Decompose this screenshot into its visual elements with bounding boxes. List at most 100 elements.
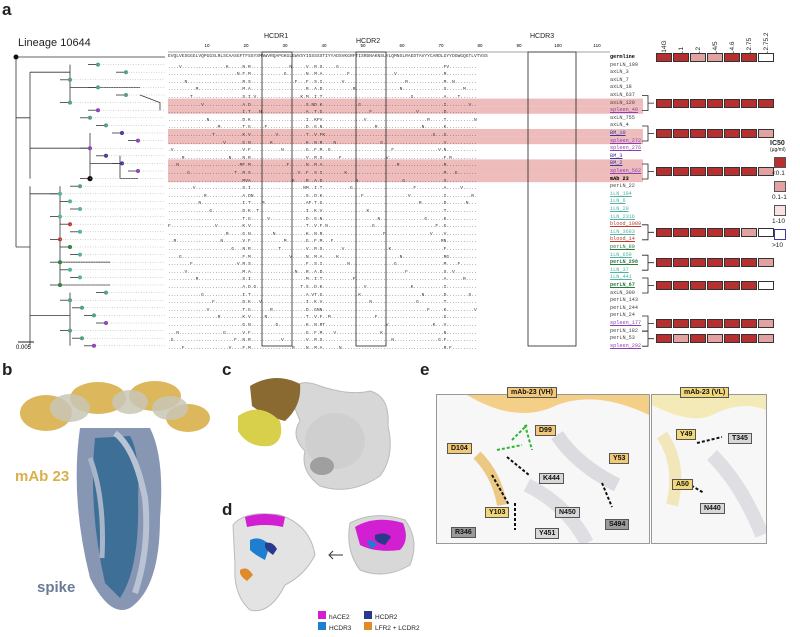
residue-n450: N450 <box>555 507 580 518</box>
heatmap-cell <box>690 53 706 62</box>
ruler-tick-label: 100 <box>554 43 562 48</box>
clone-label: iLN_37 <box>610 266 629 273</box>
alignment-row: ...........N...............I.T....M.....… <box>168 201 477 207</box>
alignment-row: .........V.................S.I..........… <box>168 186 477 192</box>
heatmap-bracket <box>642 224 654 241</box>
alignment-row: .....................R.....G.N........N.… <box>168 231 477 237</box>
ic50-legend-label: <0.1 <box>772 170 785 177</box>
heatmap-cell <box>741 227 757 237</box>
clone-label: iLN_3683 <box>610 228 635 235</box>
alignment-row: ..........M................M.A..........… <box>168 87 477 93</box>
heatmap-cell <box>758 98 774 108</box>
highlight-row <box>168 136 643 145</box>
heatmap-cell <box>656 319 672 328</box>
heatmap-cell <box>656 258 672 268</box>
alignment-row: .....F................V....F.M..........… <box>168 345 477 351</box>
heatmap-cell <box>758 281 774 290</box>
residue-t345: T345 <box>728 433 752 444</box>
variant-headers: D614GBA.1BA.2BA.4/5BA.4.6BA.2.75BA.2.75.… <box>656 0 776 61</box>
alignment-row: ......N....................R.S..........… <box>168 79 477 85</box>
heatmap-cell <box>741 258 757 268</box>
ic50-legend-swatch <box>774 157 786 168</box>
heatmap-cell <box>707 227 723 237</box>
ruler-tick-label: 50 <box>360 43 366 48</box>
vl-title: mAb-23 (VL) <box>680 387 730 398</box>
alignment-row: ..............V............T.G.......R..… <box>168 307 477 313</box>
epitope-legend-swatch <box>364 610 372 619</box>
residue-r346: R346 <box>451 527 476 538</box>
panel-letter-d: d <box>222 500 233 519</box>
clone-label: axLN_300 <box>610 289 635 296</box>
heatmap-cell <box>690 129 706 138</box>
germline-sequence: EVQLVESGGGLVQPGGSLRLSCAASGFTFSSYSMNWVRQA… <box>168 54 488 59</box>
alignment-row: ..............N............D.K..........… <box>168 117 477 123</box>
highlight-row <box>168 98 643 107</box>
epitope-surfaces <box>232 513 415 612</box>
alignment-row: ...........................A.D.G........… <box>168 285 477 290</box>
heatmap-cell <box>724 167 740 176</box>
alignment-row: ......V....................M.A..........… <box>168 269 477 275</box>
heatmap-cell <box>724 319 740 328</box>
residue-n440: N440 <box>700 503 725 514</box>
highlight-row <box>168 174 643 183</box>
ruler-tick-label: 110 <box>593 43 601 48</box>
alignment-row: .......................G...N.R..........… <box>168 247 477 252</box>
epitope-legend-item: HCDR2 <box>364 606 397 624</box>
heatmap-bracket <box>642 125 654 142</box>
residue-y53: Y53 <box>609 453 630 464</box>
heatmap-cell <box>673 53 689 62</box>
alignment-row: ....G......................F.M..........… <box>168 254 477 260</box>
heatmap-cell <box>656 334 672 344</box>
ruler-tick-label: 80 <box>477 43 483 48</box>
alignment-row: ..........R................S.I..........… <box>168 277 477 283</box>
alignment-row: ...........................I.T...N......… <box>168 110 477 116</box>
clone-label: axLN_7 <box>610 76 629 83</box>
heatmap-cell <box>673 227 689 237</box>
clone-label: iLN_2316 <box>610 213 635 220</box>
epitope-legend-label: HCDR3 <box>329 625 352 632</box>
panel-letter-a: a <box>2 0 12 19</box>
heatmap-cell <box>690 258 706 268</box>
heatmap-cell <box>724 227 740 237</box>
clone-label: perLN_53 <box>610 335 635 342</box>
heatmap-cell <box>707 129 723 138</box>
tree-root-node <box>13 54 19 60</box>
clone-label: spleen_292 <box>610 342 642 349</box>
heatmap-cell <box>656 167 672 176</box>
clone-label: spleen_276 <box>610 145 642 152</box>
ic50-legend-swatch <box>774 181 786 192</box>
clone-label: blood_1089 <box>610 221 642 228</box>
clone-label: spleen_177 <box>610 320 642 326</box>
vl-interface-view: mAb-23 (VL) Y49 T345 A50 N440 <box>651 387 767 544</box>
epitope-legend-swatch <box>318 610 326 619</box>
heatmap-cell <box>741 334 757 344</box>
heatmap-cell <box>690 227 706 237</box>
epitope-legend-swatch <box>364 621 372 630</box>
residue-y103: Y103 <box>485 507 510 518</box>
alignment-row: .....R................N....N.R..........… <box>168 155 477 161</box>
clone-label: perLN_182 <box>610 327 639 334</box>
alignment-row: ...........................T.G......V...… <box>168 216 477 222</box>
alignment-row: .............R.............A.DN.........… <box>168 193 477 199</box>
ic50-legend-swatch <box>774 205 786 216</box>
heatmap-cell <box>758 227 774 237</box>
heatmap-cell <box>741 98 757 108</box>
clone-label: axLN_3 <box>610 69 629 76</box>
residue-y451: Y451 <box>535 528 560 539</box>
clone-label: BM_3 <box>610 152 623 159</box>
ruler-tick-label: 70 <box>438 43 444 48</box>
clone-label: spleen_49 <box>610 107 639 114</box>
alignment-row: ...........................MVA..........… <box>168 178 477 184</box>
heatmap-cell <box>707 258 723 268</box>
residue-a50: A50 <box>672 479 693 490</box>
clone-label: iLN_6 <box>610 198 626 205</box>
heatmap-cell <box>724 258 740 268</box>
clone-label: BM_10 <box>610 130 626 136</box>
heatmap-cell <box>707 334 723 344</box>
alignment-row: ............G..............I.T..........… <box>168 292 477 298</box>
residue-d104: D104 <box>447 443 472 454</box>
heatmap-cell <box>673 129 689 138</box>
scale-bar-label: 0.005 <box>16 345 32 351</box>
clone-label: axLN_4 <box>610 122 629 129</box>
heatmap-cell <box>758 167 774 176</box>
